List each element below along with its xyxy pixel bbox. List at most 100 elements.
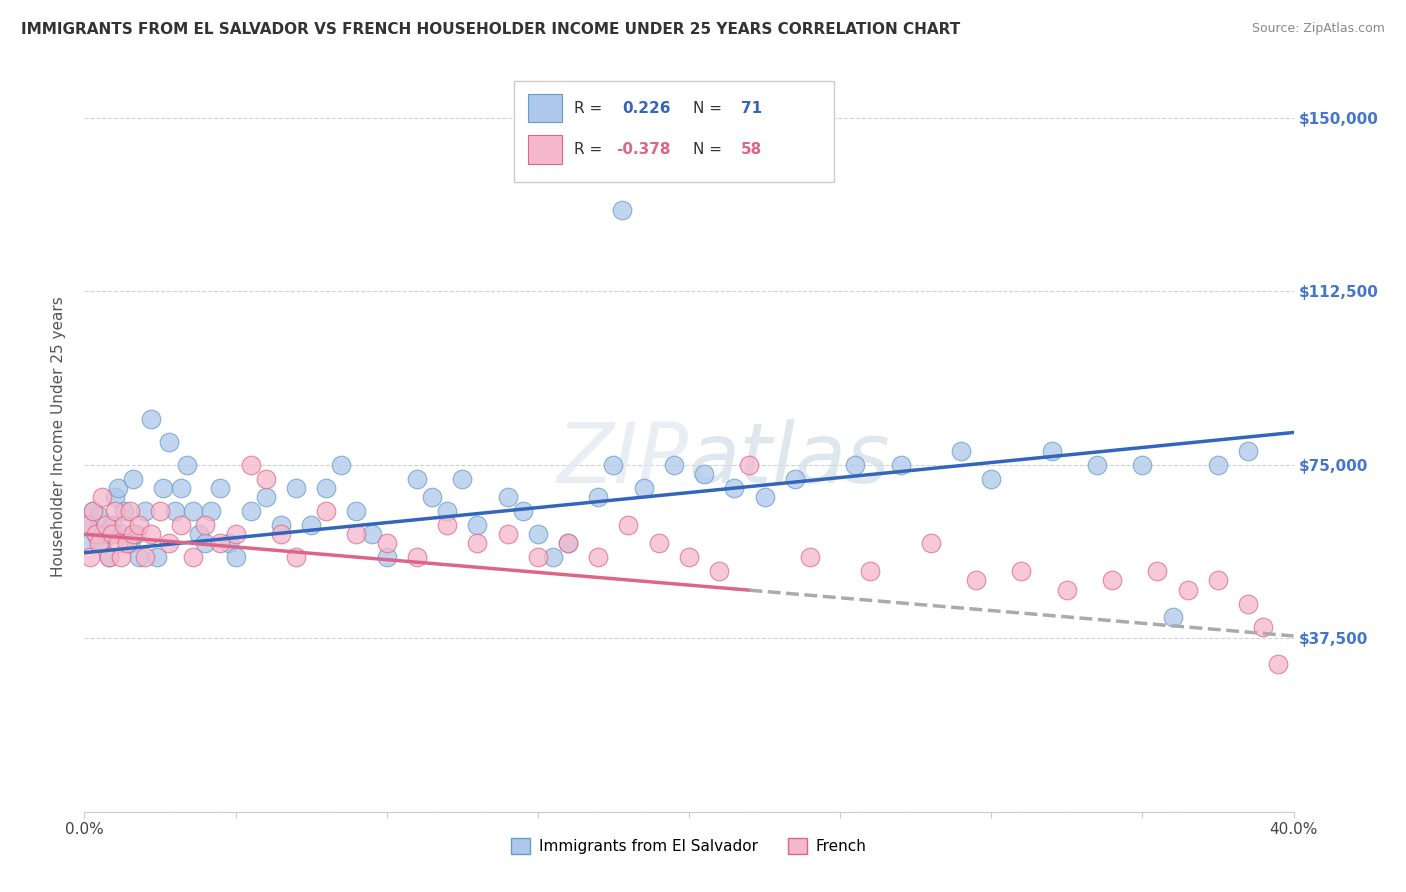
Point [527, 527, 550, 541]
Point [330, 458, 353, 472]
Point [157, 536, 180, 550]
Point [149, 504, 172, 518]
Point [783, 472, 806, 486]
Text: R =: R = [574, 142, 607, 157]
Point [194, 518, 217, 533]
Point [420, 490, 443, 504]
Point [1011, 564, 1033, 578]
Point [254, 490, 277, 504]
Point [360, 527, 382, 541]
Point [112, 504, 135, 518]
Bar [529, 94, 562, 122]
FancyBboxPatch shape [513, 81, 834, 182]
Point [285, 481, 308, 495]
Point [602, 458, 624, 472]
Point [451, 472, 474, 486]
Point [436, 504, 458, 518]
Y-axis label: Householder Income Under 25 years: Householder Income Under 25 years [51, 297, 66, 577]
Point [588, 490, 610, 504]
Point [121, 527, 143, 541]
Point [104, 504, 127, 518]
Point [94, 518, 117, 533]
Point [617, 518, 640, 533]
Point [218, 536, 240, 550]
Point [100, 518, 122, 533]
Point [121, 472, 143, 486]
Text: N =: N = [693, 142, 727, 157]
Point [1056, 582, 1078, 597]
Point [1206, 458, 1229, 472]
Point [209, 536, 232, 550]
Point [1177, 582, 1199, 597]
Point [709, 564, 731, 578]
Point [107, 536, 129, 550]
Point [1130, 458, 1153, 472]
Point [181, 504, 204, 518]
Point [541, 550, 564, 565]
Point [118, 536, 141, 550]
Point [406, 550, 429, 565]
Point [315, 504, 337, 518]
Point [1161, 610, 1184, 624]
Legend: Immigrants from El Salvador, French: Immigrants from El Salvador, French [505, 832, 873, 860]
Point [375, 550, 398, 565]
Point [633, 481, 655, 495]
Point [678, 550, 700, 565]
Point [527, 550, 550, 565]
Point [110, 550, 132, 565]
Point [152, 481, 174, 495]
Point [285, 550, 308, 565]
Point [270, 518, 292, 533]
Text: N =: N = [693, 101, 727, 116]
Point [612, 203, 634, 218]
Point [139, 411, 162, 425]
Point [79, 536, 101, 550]
Point [115, 536, 138, 550]
Point [270, 527, 292, 541]
Point [965, 574, 987, 588]
Text: IMMIGRANTS FROM EL SALVADOR VS FRENCH HOUSEHOLDER INCOME UNDER 25 YEARS CORRELAT: IMMIGRANTS FROM EL SALVADOR VS FRENCH HO… [21, 22, 960, 37]
Point [1253, 620, 1275, 634]
Point [980, 472, 1002, 486]
Point [1206, 574, 1229, 588]
Point [110, 527, 132, 541]
Point [134, 504, 156, 518]
Text: Source: ZipAtlas.com: Source: ZipAtlas.com [1251, 22, 1385, 36]
Point [1237, 597, 1260, 611]
Point [346, 527, 368, 541]
Point [76, 518, 98, 533]
Point [496, 490, 519, 504]
Point [859, 564, 882, 578]
Text: atlas: atlas [689, 419, 890, 500]
Point [1085, 458, 1108, 472]
Text: 0.226: 0.226 [623, 101, 671, 116]
Point [89, 508, 111, 523]
Point [112, 518, 135, 533]
Point [94, 527, 117, 541]
Point [79, 550, 101, 565]
Text: 58: 58 [741, 142, 762, 157]
Point [406, 472, 429, 486]
Point [82, 504, 104, 518]
Point [648, 536, 671, 550]
Point [188, 527, 211, 541]
Text: R =: R = [574, 101, 607, 116]
Point [118, 504, 141, 518]
Point [209, 481, 232, 495]
Point [128, 518, 150, 533]
Point [557, 536, 579, 550]
Point [1101, 574, 1123, 588]
Point [844, 458, 866, 472]
Point [181, 550, 204, 565]
Point [299, 518, 322, 533]
Point [662, 458, 685, 472]
Point [76, 518, 98, 533]
Point [125, 527, 148, 541]
Point [86, 527, 108, 541]
Point [170, 518, 193, 533]
Point [165, 504, 187, 518]
Point [1237, 444, 1260, 458]
Point [97, 550, 120, 565]
Text: ZIP: ZIP [557, 419, 689, 500]
Point [467, 536, 489, 550]
